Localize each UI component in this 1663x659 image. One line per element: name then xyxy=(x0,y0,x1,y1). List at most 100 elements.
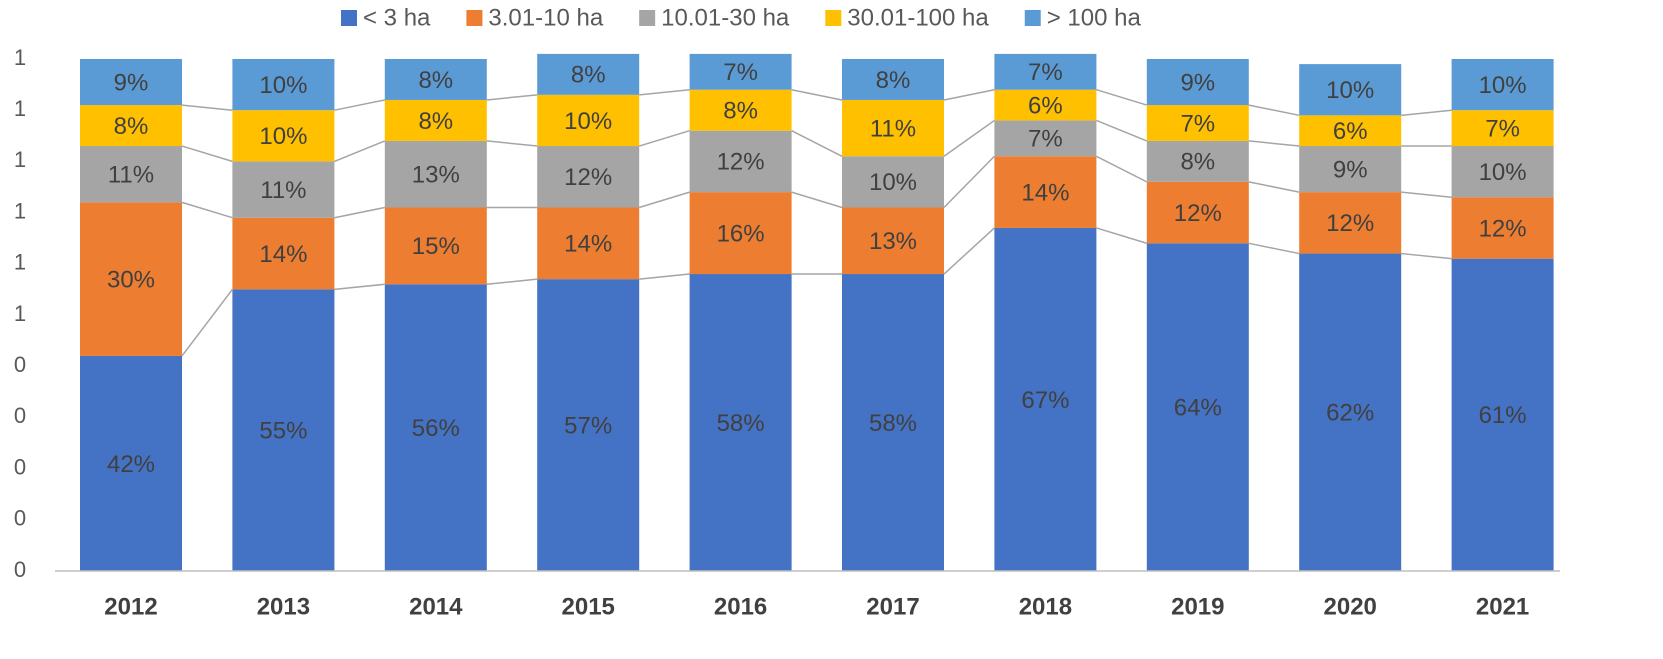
series-connector xyxy=(334,140,386,163)
series-connector xyxy=(1248,181,1300,193)
data-label: 11% xyxy=(260,177,306,204)
series-connector xyxy=(181,145,233,163)
data-label: 10% xyxy=(259,123,307,150)
legend-swatch xyxy=(466,10,483,26)
y-tick-label: 1 xyxy=(14,301,26,326)
data-label: 16% xyxy=(717,220,765,247)
legend-label: 30.01-100 ha xyxy=(847,4,989,31)
bar-segment xyxy=(1299,192,1402,254)
data-label: 62% xyxy=(1326,400,1374,427)
bar-segment xyxy=(1299,64,1402,116)
data-label: 58% xyxy=(717,410,765,437)
legend-label: 10.01-30 ha xyxy=(661,4,790,31)
y-tick-label: 1 xyxy=(14,147,26,172)
y-tick-label: 1 xyxy=(14,198,26,223)
x-tick-label: 2021 xyxy=(1476,593,1529,620)
bar-segment xyxy=(842,59,944,100)
data-label: 55% xyxy=(259,418,307,445)
series-connector xyxy=(486,278,538,286)
series-connector xyxy=(943,227,995,275)
series-connector xyxy=(181,201,233,219)
y-tick-label: 0 xyxy=(14,352,26,377)
series-connector xyxy=(943,88,995,101)
bar-segment xyxy=(384,140,487,208)
bar-segment xyxy=(232,161,335,218)
x-tick-label: 2013 xyxy=(257,593,310,620)
data-label: 7% xyxy=(1028,126,1063,153)
series-connector xyxy=(1248,242,1300,255)
data-label: 67% xyxy=(1021,387,1069,414)
data-label: 8% xyxy=(114,113,149,140)
bar-segment xyxy=(537,279,640,571)
bar-segment xyxy=(689,192,792,275)
x-tick-label: 2017 xyxy=(866,593,919,620)
legend-swatch xyxy=(1024,10,1041,26)
data-label: 10% xyxy=(1479,72,1527,99)
y-tick-label: 0 xyxy=(14,506,26,531)
bar-segment xyxy=(384,284,487,571)
bar-segment xyxy=(232,59,335,111)
data-label: 6% xyxy=(1028,92,1063,119)
x-tick-label: 2020 xyxy=(1324,593,1377,620)
series-connector xyxy=(1096,119,1148,142)
series-connector xyxy=(943,119,995,157)
bar-segment xyxy=(994,53,1097,90)
bar-segment xyxy=(689,89,792,131)
bar-segment xyxy=(689,274,792,571)
data-label: 13% xyxy=(412,162,460,189)
bar-segment xyxy=(689,130,792,193)
data-label: 57% xyxy=(564,412,612,439)
series-connector xyxy=(334,99,385,111)
bar-segment xyxy=(1299,115,1402,147)
series-connector xyxy=(334,206,385,219)
data-label: 9% xyxy=(114,69,149,96)
legend-swatch xyxy=(639,10,656,26)
series-connector xyxy=(486,94,538,101)
legend-label: 3.01-10 ha xyxy=(488,4,603,31)
series-connector xyxy=(943,155,995,209)
data-label: 11% xyxy=(870,115,916,142)
data-label: 14% xyxy=(1021,179,1069,206)
y-tick-label: 0 xyxy=(14,454,26,479)
data-label: 12% xyxy=(1479,215,1527,242)
x-tick-label: 2018 xyxy=(1019,593,1072,620)
y-tick-label: 0 xyxy=(14,557,26,582)
bar-segment xyxy=(1451,197,1554,259)
series-connector xyxy=(791,130,843,157)
bar-segment xyxy=(1451,59,1554,111)
bar-segment xyxy=(384,99,487,141)
series-connector xyxy=(486,140,538,147)
bar-segment xyxy=(994,89,1097,121)
data-label: 10% xyxy=(869,169,917,196)
data-label: 11% xyxy=(108,162,154,189)
data-label: 14% xyxy=(259,241,307,268)
bar-segment xyxy=(994,227,1097,571)
data-label: 8% xyxy=(418,67,453,94)
bar-segment xyxy=(80,202,182,356)
series-connector xyxy=(1248,140,1300,147)
data-label: 15% xyxy=(412,233,460,260)
data-label: 12% xyxy=(1174,200,1222,227)
bar-segment xyxy=(80,105,182,147)
x-tick-label: 2012 xyxy=(104,593,157,620)
bar-segment xyxy=(1451,146,1554,198)
data-label: 10% xyxy=(564,108,612,135)
bar-segment xyxy=(537,146,640,208)
data-label: 64% xyxy=(1174,395,1222,422)
legend-label: < 3 ha xyxy=(363,4,431,31)
legend-swatch xyxy=(825,10,842,26)
bar-segment xyxy=(842,156,944,208)
bar-segment xyxy=(537,94,640,147)
y-tick-label: 1 xyxy=(14,96,26,121)
series-connector xyxy=(639,88,690,96)
data-label: 8% xyxy=(1180,149,1215,176)
series-connector xyxy=(1096,155,1148,183)
legend-swatch xyxy=(341,10,357,26)
series-connector xyxy=(1096,227,1148,245)
bar-segment xyxy=(232,289,335,571)
data-label: 56% xyxy=(412,415,460,442)
bar-segment xyxy=(842,207,944,275)
series-connector xyxy=(791,191,843,209)
bar-segment xyxy=(1299,253,1402,571)
bar-segment xyxy=(1146,181,1249,244)
